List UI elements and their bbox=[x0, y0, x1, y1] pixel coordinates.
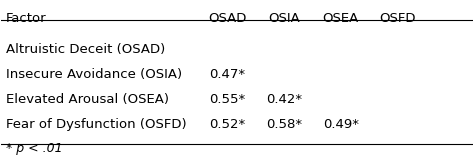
Text: OSAD: OSAD bbox=[209, 12, 247, 25]
Text: OSEA: OSEA bbox=[322, 12, 359, 25]
Text: Elevated Arousal (OSEA): Elevated Arousal (OSEA) bbox=[6, 93, 169, 106]
Text: Fear of Dysfunction (OSFD): Fear of Dysfunction (OSFD) bbox=[6, 118, 187, 132]
Text: 0.49*: 0.49* bbox=[323, 118, 359, 132]
Text: * p < .01: * p < .01 bbox=[6, 142, 63, 155]
Text: 0.58*: 0.58* bbox=[266, 118, 302, 132]
Text: Altruistic Deceit (OSAD): Altruistic Deceit (OSAD) bbox=[6, 43, 165, 56]
Text: 0.42*: 0.42* bbox=[266, 93, 302, 106]
Text: 0.55*: 0.55* bbox=[210, 93, 246, 106]
Text: Insecure Avoidance (OSIA): Insecure Avoidance (OSIA) bbox=[6, 68, 182, 81]
Text: Factor: Factor bbox=[6, 12, 47, 25]
Text: 0.47*: 0.47* bbox=[210, 68, 246, 81]
Text: OSIA: OSIA bbox=[268, 12, 300, 25]
Text: OSFD: OSFD bbox=[379, 12, 416, 25]
Text: 0.52*: 0.52* bbox=[210, 118, 246, 132]
